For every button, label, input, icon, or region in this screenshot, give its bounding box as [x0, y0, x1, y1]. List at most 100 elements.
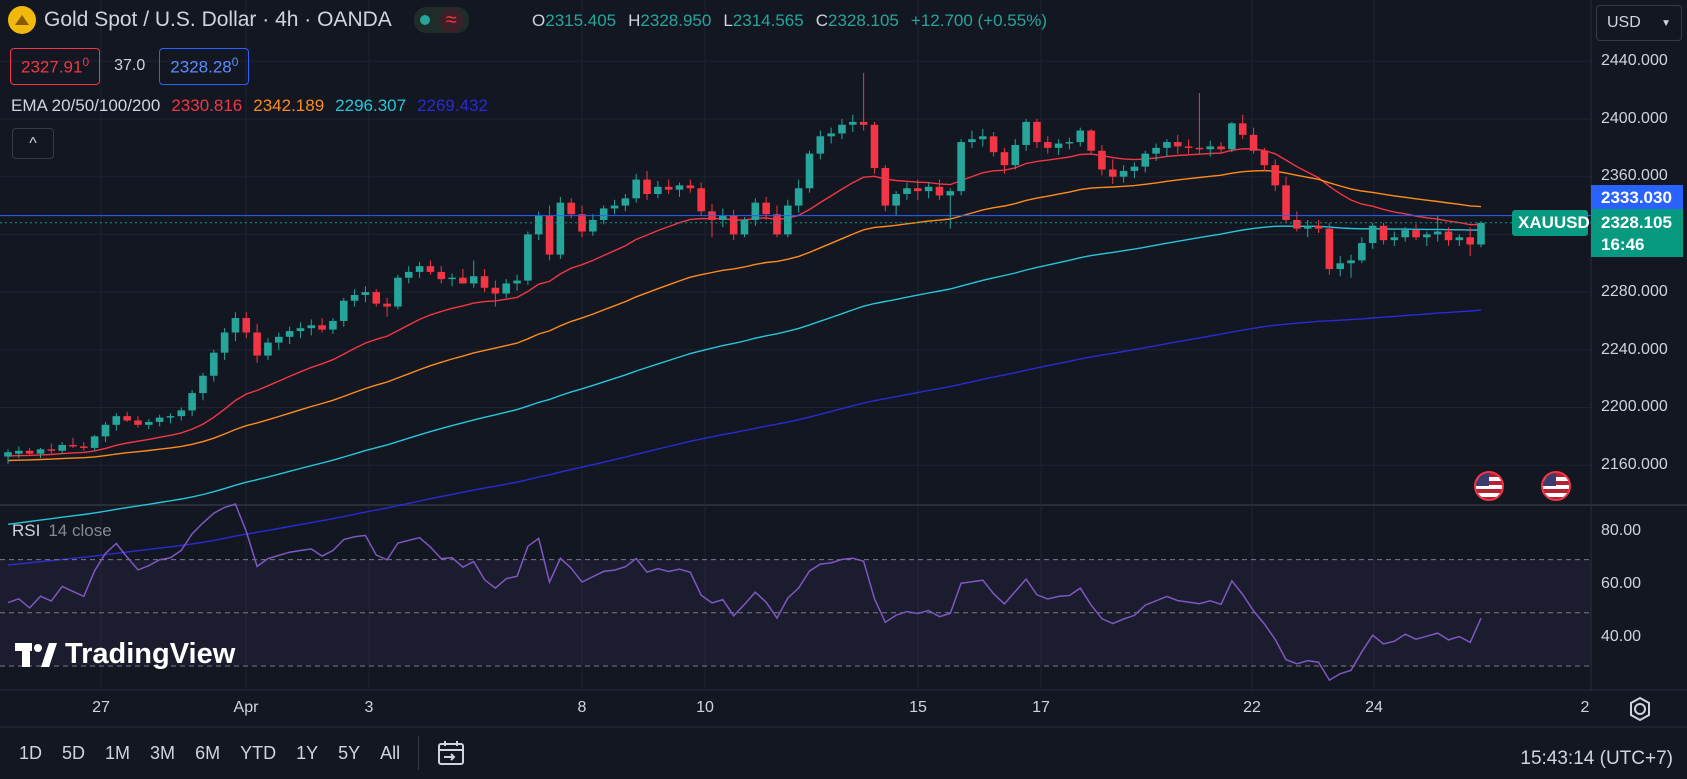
time-tick: 17 [1032, 699, 1050, 716]
rsi-legend[interactable]: RSI 14 close [12, 521, 112, 541]
candle-up [534, 215, 543, 235]
ema100-line [7, 225, 1482, 525]
buy-price: 2328.28 [170, 57, 232, 77]
candle-down [491, 287, 500, 294]
candle-up [1119, 170, 1128, 177]
countdown-text: 16:46 [1601, 235, 1645, 254]
ema100-value: 2296.307 [335, 96, 407, 115]
sell-price: 2327.91 [21, 57, 83, 77]
candle-down [1271, 165, 1280, 186]
currency-value: USD [1607, 14, 1641, 31]
ema-legend[interactable]: EMA 20/50/100/200 2330.816 2342.189 2296… [11, 96, 488, 116]
candle-down [1173, 142, 1182, 147]
timeframe-1d[interactable]: 1D [19, 742, 43, 763]
candle-up [188, 393, 196, 411]
candle-up [101, 424, 110, 437]
collapse-legend-button[interactable]: ^ [12, 128, 54, 159]
candle-down [426, 266, 435, 272]
bid-price-tag: 2333.030 [1591, 185, 1683, 209]
sell-pipette: 0 [82, 55, 90, 69]
candle-up [166, 416, 175, 418]
timeframe-3m[interactable]: 3M [150, 742, 176, 763]
timezone-clock[interactable]: 15:43:14 (UTC+7) [1520, 748, 1673, 769]
candle-up [1076, 130, 1085, 143]
candle-up [903, 188, 911, 195]
candle-up [274, 336, 283, 343]
us-flag-event-icon[interactable] [1541, 471, 1571, 501]
ohlc-legend: O 2315.405 H 2328.950 L 2314.565 C 2328.105 … [532, 11, 1047, 31]
candle-down [1098, 150, 1106, 170]
candle-up [632, 179, 640, 199]
timeframe-ytd[interactable]: YTD [240, 742, 277, 763]
rsi-tick: 80.00 [1601, 522, 1642, 539]
candle-up [968, 139, 976, 143]
candle-up [220, 332, 229, 353]
ema-lines [7, 148, 1482, 566]
candle-up [329, 320, 337, 330]
time-tick: 8 [577, 699, 587, 716]
price-tick: 2200.000 [1601, 398, 1668, 415]
candle-up [296, 328, 305, 332]
bottom-toolbar: 1D 5D 1M 3M 6M YTD 1Y 5Y All [0, 727, 1687, 779]
candle-down [1466, 237, 1474, 245]
candle-down [545, 215, 554, 255]
candle-up [90, 436, 99, 448]
high-value: 2328.950 [640, 11, 712, 30]
candle-down [242, 318, 251, 333]
candle-up [469, 276, 478, 284]
price-lines [0, 215, 1591, 224]
candle-down [1108, 169, 1117, 177]
date-range-calendar-icon[interactable] [437, 740, 465, 766]
candle-up [513, 280, 521, 284]
candle-down [1260, 150, 1269, 166]
timeframe-1m[interactable]: 1M [105, 742, 131, 763]
candle-up [1336, 263, 1344, 270]
market-status[interactable]: ≈ [413, 7, 469, 33]
timeframe-1y[interactable]: 1Y [296, 742, 319, 763]
candle-down [253, 332, 261, 356]
candle-up [1130, 166, 1139, 171]
candle-down [773, 214, 781, 235]
rsi-tick: 60.00 [1601, 575, 1642, 592]
sell-button[interactable]: 2327.910 [10, 48, 101, 85]
candle-up [231, 318, 240, 333]
currency-select[interactable]: USD ▼ [1596, 5, 1682, 41]
candle-down [1087, 130, 1095, 151]
candle-down [1217, 146, 1225, 150]
timeframe-5d[interactable]: 5D [62, 742, 86, 763]
high-label: H [628, 11, 641, 30]
candle-up [339, 300, 348, 321]
time-tick: 3 [364, 699, 374, 716]
settings-gear-icon[interactable] [1627, 696, 1653, 722]
symbol-title-text: Gold Spot / U.S. Dollar · 4h · OANDA [44, 8, 392, 31]
us-flag-event-icon[interactable] [1474, 471, 1504, 501]
candle-down [459, 277, 467, 284]
candle-up [448, 277, 456, 280]
candle-down [578, 214, 586, 232]
candle-up [1054, 143, 1063, 148]
candle-up [177, 410, 186, 417]
timeframe-5y[interactable]: 5Y [338, 742, 361, 763]
candle-up [838, 124, 846, 134]
candle-up [36, 449, 45, 454]
ema50-line [7, 169, 1482, 462]
candle-down [480, 276, 489, 288]
candle-down [881, 168, 890, 206]
candle-up [155, 417, 164, 422]
buy-button[interactable]: 2328.280 [159, 48, 250, 85]
candle-down [1033, 121, 1041, 143]
candle-up [957, 142, 965, 192]
symbol-title[interactable]: Gold Spot / U.S. Dollar · 4h · OANDA ≈ [8, 6, 469, 34]
timeframe-all[interactable]: All [380, 742, 401, 763]
candle-down [437, 271, 446, 280]
candle-up [1011, 144, 1020, 166]
candle-down [870, 124, 879, 169]
candle-down [567, 202, 575, 215]
candle-up [1303, 225, 1312, 229]
candle-down [1379, 225, 1388, 241]
candle-up [599, 208, 608, 220]
timeframe-6m[interactable]: 6M [195, 742, 221, 763]
candle-up [1065, 142, 1074, 144]
candle-up [816, 136, 825, 154]
